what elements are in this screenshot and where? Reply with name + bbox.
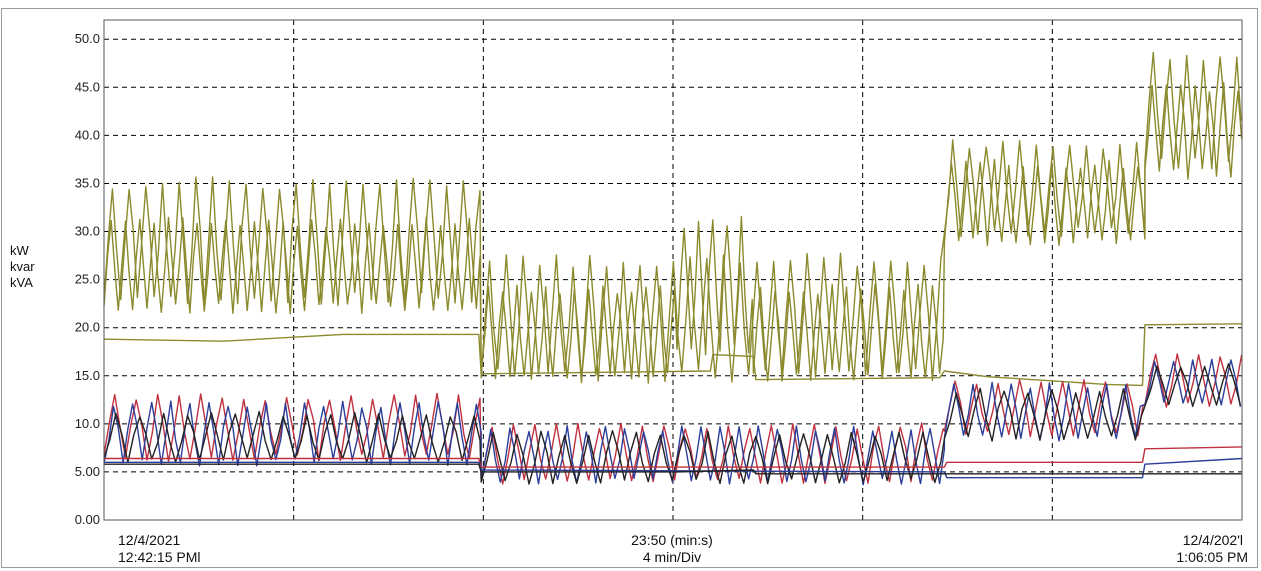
start-time-label: 12:42:15 PMl: [118, 549, 201, 565]
y-tick-label: 35.0: [75, 175, 100, 190]
start-date-label: 12/4/2021: [118, 532, 180, 548]
time-span-label: 23:50 (min:s): [631, 532, 713, 548]
y-unit-kva: kVA: [10, 275, 33, 290]
y-tick-label: 5.00: [75, 464, 100, 479]
y-tick-label: 30.0: [75, 224, 100, 239]
time-division-label: 4 min/Div: [643, 549, 701, 565]
y-tick-label: 45.0: [75, 79, 100, 94]
end-date-label: 12/4/202'l: [1183, 532, 1243, 548]
y-axis-ticks: 0.00 5.00 10.0 15.0 20.0 25.0 30.0 35.0 40.0 45.0…: [75, 31, 100, 527]
series-line-black-8: [104, 463, 1242, 475]
y-tick-label: 0.00: [75, 512, 100, 527]
y-unit-kw: kW: [10, 243, 30, 258]
series-layer: [103, 51, 1243, 486]
series-line-olive-2: [103, 323, 1243, 387]
series-line-blue-7: [104, 457, 1243, 479]
y-tick-label: 20.0: [75, 320, 100, 335]
y-unit-kvar: kvar: [10, 259, 35, 274]
series-line-red-3: [103, 353, 1243, 485]
series-line-olive-0: [103, 51, 1242, 384]
series-line-olive-1: [103, 82, 1243, 382]
y-tick-label: 25.0: [75, 272, 100, 287]
y-tick-label: 10.0: [75, 416, 100, 431]
series-line-red-6: [104, 446, 1243, 468]
y-tick-label: 15.0: [75, 368, 100, 383]
y-tick-label: 40.0: [75, 127, 100, 142]
x-axis-footer: 12/4/2021 12:42:15 PMl 23:50 (min:s) 4 m…: [118, 532, 1248, 565]
plot-area-frame: [103, 19, 1243, 521]
end-time-label: 1:06:05 PM: [1176, 549, 1248, 565]
grid-layer: [104, 20, 1242, 521]
y-tick-label: 50.0: [75, 31, 100, 46]
y-axis-units: kW kvar kVA: [10, 243, 35, 290]
chart-outer-border: [1, 8, 1258, 568]
